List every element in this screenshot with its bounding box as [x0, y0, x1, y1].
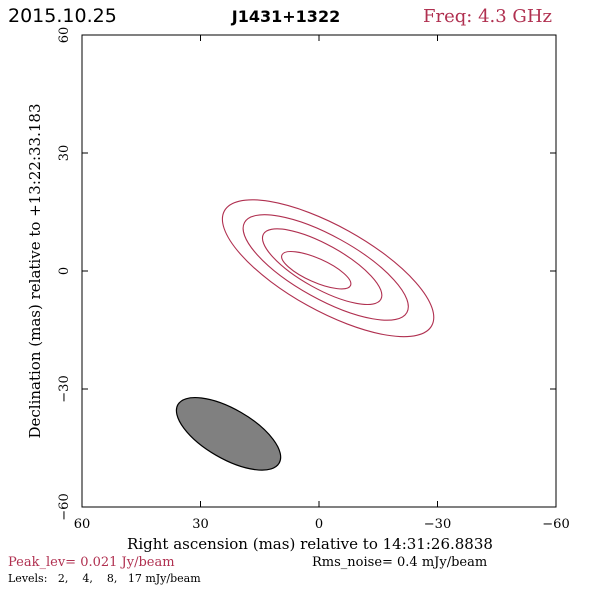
y-tick-label: 60 [57, 27, 72, 44]
y-tick-label: 0 [57, 267, 72, 275]
x-tick-label: −30 [424, 517, 451, 532]
plot-frame [81, 34, 557, 508]
x-tick-label: −60 [542, 517, 569, 532]
contour-level-8 [261, 228, 383, 306]
x-tick-label: 30 [192, 517, 209, 532]
contour-level-4 [242, 214, 409, 321]
y-tick-label: 30 [57, 145, 72, 162]
contour-level-2 [221, 199, 435, 338]
y-tick-label: −30 [57, 375, 72, 402]
contour-set [221, 199, 435, 338]
y-tick-labels: −60 −30 0 30 60 [57, 27, 72, 521]
source-name: J1431+1322 [231, 7, 340, 26]
x-tick-labels: 60 30 0 −30 −60 [74, 517, 570, 532]
x-tick-label: 60 [74, 517, 91, 532]
x-tick-label: 0 [315, 517, 323, 532]
observation-date: 2015.10.25 [8, 5, 117, 27]
x-axis-label: Right ascension (mas) relative to 14:31:… [127, 535, 493, 553]
frequency-label: Freq: 4.3 GHz [423, 6, 552, 27]
rms-noise: Rms_noise= 0.4 mJy/beam [312, 555, 487, 570]
y-axis-label: Declination (mas) relative to +13:22:33.… [26, 103, 44, 438]
restoring-beam [175, 396, 282, 471]
peak-level: Peak_lev= 0.021 Jy/beam [8, 555, 175, 570]
beam-group [175, 396, 282, 471]
contour-level-17 [281, 250, 352, 290]
contour-levels: Levels: 2, 4, 8, 17 mJy/beam [8, 572, 201, 585]
axis-ticks [81, 34, 557, 508]
y-tick-label: −60 [57, 493, 72, 520]
